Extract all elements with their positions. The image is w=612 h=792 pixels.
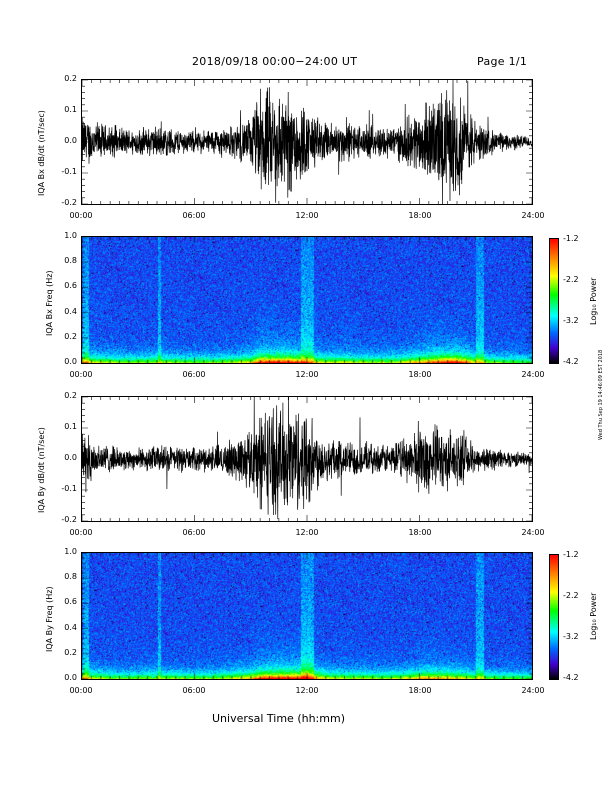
y-tick-label: 0.2 — [64, 647, 77, 657]
x-tick-label: 24:00 — [521, 528, 545, 537]
colorbar-tick-label: -4.2 — [563, 673, 579, 682]
bx-dbdt-ylabel: IQA Bx dB/dt (nT/sec) — [37, 110, 46, 196]
bx-dbdt-trace — [82, 80, 532, 204]
by-dbdt-plot — [81, 396, 533, 522]
y-tick-label: -0.2 — [61, 198, 77, 207]
bx-freq-ylabel: IQA Bx Freq (Hz) — [45, 270, 54, 336]
by-colorbar — [549, 554, 559, 680]
by-freq-ylabel: IQA By Freq (Hz) — [45, 586, 54, 652]
by-dbdt-trace — [82, 397, 532, 521]
bx-spectrogram — [81, 236, 533, 364]
x-tick-label: 00:00 — [69, 528, 93, 537]
page-indicator: Page 1/1 — [477, 55, 528, 68]
y-tick-label: -0.1 — [61, 167, 77, 176]
y-tick-label: 0.8 — [64, 256, 77, 266]
y-tick-label: 1.0 — [64, 547, 77, 556]
x-tick-label: 00:00 — [69, 370, 93, 379]
x-tick-label: 12:00 — [295, 211, 319, 220]
y-tick-label: 0.2 — [64, 391, 77, 400]
x-tick-label: 18:00 — [408, 211, 432, 220]
colorbar-tick-label: -1.2 — [563, 234, 579, 243]
bx-colorbar-label: Log₁₀ Power — [589, 277, 598, 325]
x-tick-label: 06:00 — [182, 211, 206, 220]
y-tick-label: 0.6 — [64, 281, 77, 291]
series-line — [82, 397, 532, 520]
colorbar-tick-label: -1.2 — [563, 550, 579, 559]
y-tick-label: 0.6 — [64, 597, 77, 607]
y-tick-label: -0.1 — [61, 484, 77, 493]
x-tick-label: 00:00 — [69, 686, 93, 695]
by-dbdt-ylabel: IQA By dB/dt (nT/sec) — [37, 427, 46, 513]
y-tick-label: 0.2 — [64, 331, 77, 341]
y-tick-label: 0.4 — [64, 622, 77, 632]
x-tick-label: 12:00 — [295, 528, 319, 537]
colorbar-tick-label: -2.2 — [563, 591, 579, 600]
by-colorbar-label: Log₁₀ Power — [589, 592, 598, 640]
x-tick-label: 06:00 — [182, 686, 206, 695]
y-tick-label: 0.0 — [64, 357, 77, 366]
series-line — [82, 80, 532, 204]
x-tick-label: 18:00 — [408, 370, 432, 379]
y-tick-label: 0.1 — [64, 422, 77, 431]
colorbar-tick-label: -2.2 — [563, 275, 579, 284]
x-tick-label: 06:00 — [182, 370, 206, 379]
axis-ticks — [82, 397, 532, 521]
y-tick-label: 0.4 — [64, 306, 77, 316]
y-tick-label: -0.2 — [61, 515, 77, 524]
x-tick-label: 12:00 — [295, 686, 319, 695]
y-tick-label: 1.0 — [64, 231, 77, 240]
x-tick-label: 18:00 — [408, 528, 432, 537]
x-axis-title: Universal Time (hh:mm) — [212, 712, 345, 725]
x-tick-label: 06:00 — [182, 528, 206, 537]
y-tick-label: 0.0 — [64, 453, 77, 462]
x-tick-label: 18:00 — [408, 686, 432, 695]
x-tick-label: 12:00 — [295, 370, 319, 379]
bx-colorbar — [549, 238, 559, 364]
chart-title: 2018/09/18 00:00−24:00 UT — [192, 55, 358, 68]
y-tick-label: 0.1 — [64, 105, 77, 114]
bx-spectrogram-image — [82, 237, 532, 363]
timestamp-stamp: Wed Thu Sep 19 14:46:09 EST 2018 — [598, 349, 604, 440]
colorbar-tick-label: -3.2 — [563, 316, 579, 325]
y-tick-label: 0.8 — [64, 572, 77, 582]
x-tick-label: 24:00 — [521, 370, 545, 379]
by-spectrogram — [81, 552, 533, 680]
y-tick-label: 0.0 — [64, 673, 77, 682]
colorbar-tick-label: -3.2 — [563, 632, 579, 641]
axis-ticks — [82, 80, 532, 204]
by-spectrogram-image — [82, 553, 532, 679]
x-tick-label: 00:00 — [69, 211, 93, 220]
colorbar-tick-label: -4.2 — [563, 357, 579, 366]
y-tick-label: 0.0 — [64, 136, 77, 145]
x-tick-label: 24:00 — [521, 211, 545, 220]
y-tick-label: 0.2 — [64, 74, 77, 83]
x-tick-label: 24:00 — [521, 686, 545, 695]
bx-dbdt-plot — [81, 79, 533, 205]
